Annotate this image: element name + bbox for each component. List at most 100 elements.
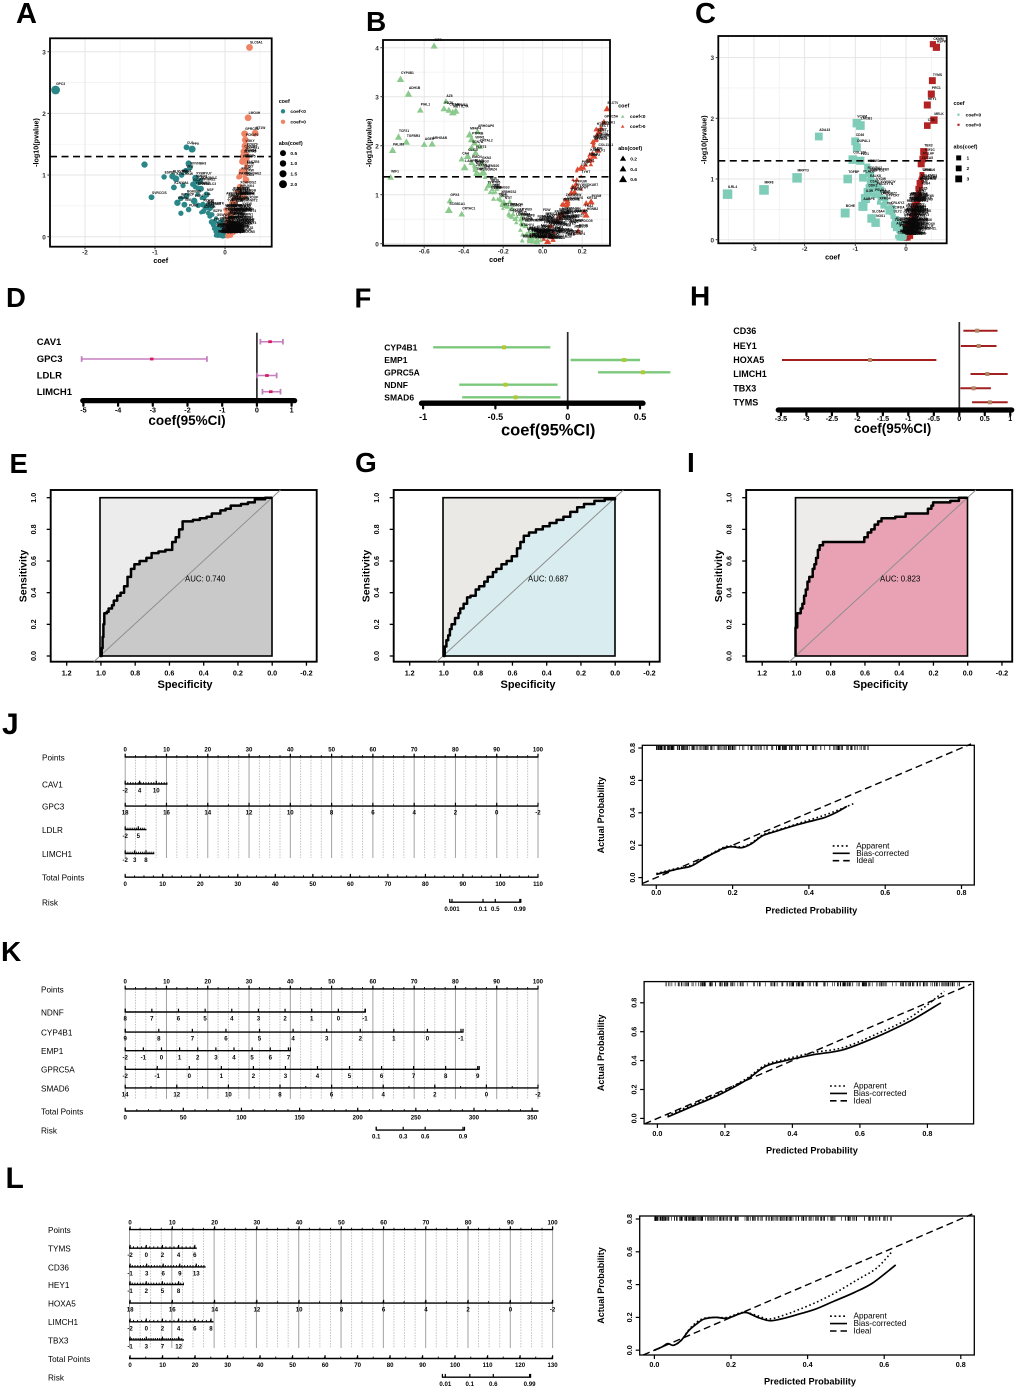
svg-text:-3: -3: [751, 246, 757, 253]
svg-text:YHTZ7: YHTZ7: [902, 228, 913, 232]
svg-text:YKRRRF: YKRRRF: [907, 213, 921, 217]
svg-text:-2: -2: [184, 405, 190, 414]
svg-text:4: 4: [177, 1325, 181, 1332]
svg-text:LTTA6: LTTA6: [918, 192, 928, 196]
svg-text:10: 10: [159, 1362, 166, 1369]
svg-text:2: 2: [196, 1054, 200, 1061]
svg-text:0.6: 0.6: [489, 1381, 498, 1388]
svg-text:-2: -2: [535, 810, 541, 817]
svg-text:0.3: 0.3: [399, 1134, 408, 1141]
svg-text:DPN: DPN: [552, 218, 560, 222]
svg-text:CKLL7: CKLL7: [598, 130, 609, 134]
svg-text:2: 2: [967, 166, 970, 172]
svg-text:NXEACWZ: NXEACWZ: [228, 223, 245, 227]
svg-text:TSTYYZW: TSTYYZW: [526, 219, 543, 223]
svg-text:XKSB: XKSB: [228, 208, 238, 212]
svg-text:BDP: BDP: [917, 223, 925, 227]
svg-text:Total Points: Total Points: [48, 1355, 90, 1364]
svg-text:2: 2: [145, 1288, 149, 1295]
svg-text:1: 1: [310, 1016, 314, 1023]
svg-text:TGFBP: TGFBP: [848, 170, 860, 174]
svg-text:CA4: CA4: [462, 152, 469, 156]
svg-text:coef>0: coef>0: [630, 124, 646, 130]
svg-text:1.2: 1.2: [757, 668, 767, 677]
svg-text:0.2: 0.2: [728, 888, 738, 897]
svg-text:RKZ5: RKZ5: [223, 230, 232, 234]
svg-text:0.8: 0.8: [922, 1129, 932, 1138]
svg-text:100: 100: [533, 979, 544, 986]
svg-text:-log10(pvalue): -log10(pvalue): [700, 115, 709, 164]
svg-text:PHN: PHN: [229, 225, 237, 229]
svg-text:90: 90: [493, 747, 500, 754]
svg-text:0: 0: [128, 1362, 132, 1369]
svg-text:3: 3: [145, 1271, 149, 1278]
svg-text:KAZSNP6: KAZSNP6: [905, 231, 921, 235]
svg-text:COL11A1: COL11A1: [599, 143, 614, 147]
svg-text:IW7: IW7: [546, 212, 552, 216]
svg-text:6: 6: [382, 1307, 386, 1314]
svg-text:VBKBHDN: VBKBHDN: [557, 217, 574, 221]
svg-text:GKN2: GKN2: [482, 156, 491, 160]
svg-text:SWYB: SWYB: [230, 228, 241, 232]
svg-text:RYVTP: RYVTP: [203, 198, 215, 202]
svg-text:SSTZAAP: SSTZAAP: [226, 227, 242, 231]
svg-text:BTVC7: BTVC7: [549, 235, 560, 239]
svg-text:TEPXUM6: TEPXUM6: [548, 230, 564, 234]
svg-text:PYYVM: PYYVM: [239, 215, 251, 219]
svg-text:HD5: HD5: [917, 189, 924, 193]
svg-text:WSGHUR2: WSGHUR2: [910, 226, 927, 230]
svg-text:0: 0: [124, 1115, 128, 1122]
svg-text:IDLZS: IDLZS: [909, 222, 919, 226]
svg-text:BTW3: BTW3: [920, 177, 930, 181]
svg-text:RAULXG3: RAULXG3: [543, 229, 559, 233]
svg-text:1.0: 1.0: [290, 161, 297, 167]
svg-text:MNRXX: MNRXX: [236, 192, 249, 196]
svg-text:8: 8: [330, 810, 334, 817]
svg-text:-2.5: -2.5: [826, 414, 838, 423]
svg-text:FESH8: FESH8: [522, 217, 533, 221]
svg-text:GC2: GC2: [193, 178, 200, 182]
svg-text:IENIC2: IENIC2: [547, 212, 558, 216]
svg-text:Risk: Risk: [42, 899, 59, 908]
svg-text:GDU5: GDU5: [518, 211, 527, 215]
svg-text:MELK: MELK: [934, 112, 944, 116]
svg-text:coef: coef: [825, 253, 840, 262]
svg-text:Risk: Risk: [41, 1127, 58, 1136]
svg-text:6: 6: [162, 1271, 166, 1278]
svg-text:PLRVRM3: PLRVRM3: [173, 170, 189, 174]
svg-text:NLPGMLC: NLPGMLC: [201, 176, 218, 180]
svg-text:YUX: YUX: [225, 229, 233, 233]
svg-text:70: 70: [385, 881, 392, 888]
svg-text:YFBHSS2: YFBHSS2: [501, 190, 516, 194]
svg-text:EMCN: EMCN: [472, 155, 482, 159]
svg-text:AIBAA: AIBAA: [218, 230, 229, 234]
svg-text:0.6: 0.6: [421, 1134, 430, 1141]
svg-text:KUKHBA: KUKHBA: [597, 133, 612, 137]
svg-text:TZBBU6: TZBBU6: [922, 168, 935, 172]
svg-text:0.8: 0.8: [725, 524, 734, 534]
svg-text:4: 4: [316, 1073, 320, 1080]
svg-text:MHNAYE8: MHNAYE8: [537, 229, 553, 233]
svg-text:FSIA5: FSIA5: [913, 209, 923, 213]
svg-text:XSMLCRI: XSMLCRI: [911, 208, 926, 212]
svg-text:EALK8: EALK8: [870, 174, 881, 178]
svg-text:TA3: TA3: [558, 234, 564, 238]
svg-text:VHELR: VHELR: [229, 223, 241, 227]
svg-text:3: 3: [145, 1344, 149, 1351]
svg-text:EHNNFLH: EHNNFLH: [562, 214, 578, 218]
svg-text:0: 0: [565, 412, 570, 422]
svg-text:KXB: KXB: [228, 225, 236, 229]
svg-text:VEGMW: VEGMW: [229, 227, 243, 231]
svg-text:KGCDUT: KGCDUT: [896, 216, 910, 220]
svg-text:NTIT: NTIT: [505, 196, 512, 200]
svg-text:coef: coef: [489, 255, 504, 264]
svg-text:FEZ1: FEZ1: [861, 152, 869, 156]
svg-text:SCN7A: SCN7A: [472, 140, 484, 144]
svg-text:FCK4P5: FCK4P5: [243, 155, 256, 159]
svg-text:UZL2: UZL2: [523, 234, 531, 238]
svg-text:TBXY: TBXY: [228, 230, 238, 234]
svg-text:GPRC5A: GPRC5A: [41, 1066, 75, 1075]
svg-text:-1: -1: [419, 412, 427, 422]
svg-text:WZBHYDB: WZBHYDB: [233, 187, 250, 191]
svg-text:RCXRFH: RCXRFH: [224, 229, 238, 233]
